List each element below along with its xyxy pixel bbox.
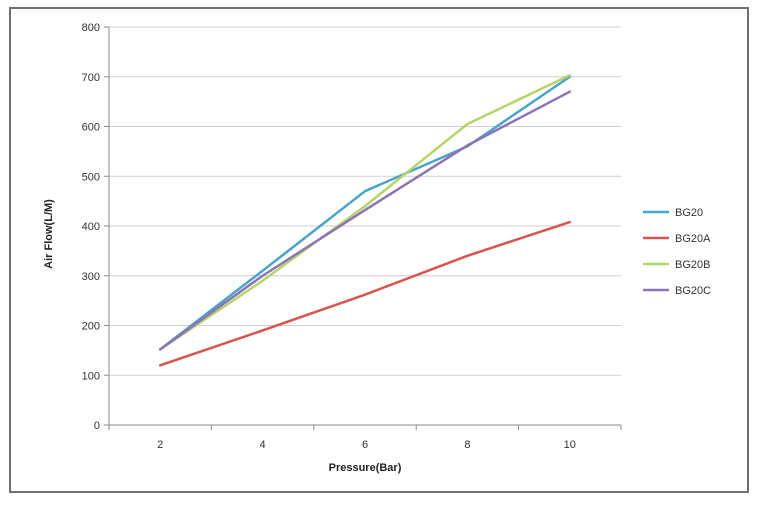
grid-lines [109,26,621,376]
legend-label-bg20b: BG20B [675,259,710,271]
chart-frame: 0 100 200 300 400 500 600 700 800 2 4 6 8 10 BG20 BG20… [9,7,749,493]
y-tick-label: 0 [94,420,100,432]
x-tick-label: 8 [464,439,470,451]
y-tick-label: 300 [82,271,100,283]
legend-label-bg20c: BG20C [675,285,711,297]
x-axis-title: Pressure(Bar) [329,462,402,474]
y-tick-label: 600 [82,122,100,134]
y-tick-label: 200 [82,321,100,333]
x-tick-label: 6 [362,439,368,451]
y-tick-label: 400 [82,221,100,233]
series-line-bg20a [158,220,572,367]
x-tick-label: 4 [260,439,266,451]
axes: 0 100 200 300 400 500 600 700 800 2 4 6 8 10 [82,22,622,451]
x-tick-label: 2 [157,439,163,451]
y-tick-label: 800 [82,22,100,34]
legend: BG20 BG20A BG20B BG20C [643,207,711,297]
y-tick-label: 700 [82,72,100,84]
y-axis-title: Air Flow(L/M) [43,199,55,269]
legend-label-bg20a: BG20A [675,233,711,245]
y-tick-label: 100 [82,370,100,382]
x-tick-label: 10 [564,439,576,451]
series-line-bg20b [158,74,572,351]
series-line-bg20c [158,90,572,351]
y-tick-label: 500 [82,171,100,183]
series-line-bg20 [158,75,572,351]
series-lines [158,74,572,367]
legend-label-bg20: BG20 [675,207,703,219]
